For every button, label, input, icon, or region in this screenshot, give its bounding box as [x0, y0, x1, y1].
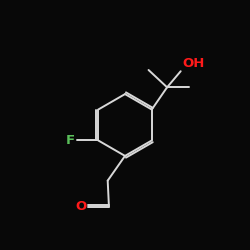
Text: OH: OH [182, 57, 204, 70]
Text: O: O [76, 200, 87, 213]
Text: F: F [66, 134, 75, 147]
